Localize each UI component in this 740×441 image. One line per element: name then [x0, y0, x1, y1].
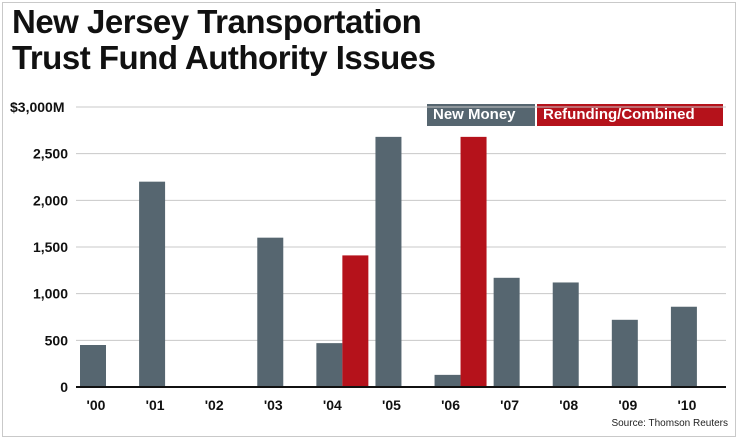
bar-new-money-6 — [434, 374, 461, 387]
bar-new-money-10 — [670, 306, 697, 387]
bar-new-money-7 — [493, 277, 520, 387]
x-tick-label: '07 — [500, 397, 519, 413]
title-line-1: New Jersey Transportation — [12, 3, 422, 40]
x-tick-label: '00 — [87, 397, 106, 413]
x-tick-label: '05 — [382, 397, 401, 413]
title-line-2: Trust Fund Authority Issues — [12, 39, 436, 76]
chart-frame — [2, 2, 736, 437]
x-tick-label: '03 — [264, 397, 283, 413]
bar-new-money-9 — [611, 319, 638, 387]
chart-title: New Jersey Transportation Trust Fund Aut… — [12, 3, 436, 76]
x-tick-label: '06 — [441, 397, 460, 413]
bar-new-money-8 — [552, 282, 579, 387]
bar-refunding-4 — [342, 255, 369, 387]
y-tick-label: 2,000 — [33, 192, 68, 208]
x-tick-label: '10 — [677, 397, 696, 413]
legend-new-money: New Money — [427, 104, 535, 126]
y-tick-label: 0 — [60, 379, 68, 395]
legend-refunding-combined: Refunding/Combined — [537, 104, 723, 126]
y-tick-label: 500 — [45, 332, 69, 348]
y-tick-label: 2,500 — [33, 146, 68, 162]
bar-new-money-3 — [257, 237, 284, 387]
y-tick-label-top: $3,000M — [10, 99, 64, 115]
x-tick-label: '02 — [205, 397, 224, 413]
bar-new-money-4 — [316, 343, 343, 387]
y-tick-label: 1,500 — [33, 239, 68, 255]
x-tick-label: '01 — [146, 397, 165, 413]
x-tick-label: '04 — [323, 397, 342, 413]
bar-new-money-0 — [80, 345, 106, 387]
bar-new-money-1 — [139, 181, 166, 387]
x-tick-label: '09 — [618, 397, 637, 413]
source-note: Source: Thomson Reuters — [611, 418, 728, 429]
y-tick-label: 1,000 — [33, 286, 68, 302]
x-tick-label: '08 — [559, 397, 578, 413]
bar-new-money-5 — [375, 136, 402, 387]
bar-refunding-6 — [460, 136, 487, 387]
